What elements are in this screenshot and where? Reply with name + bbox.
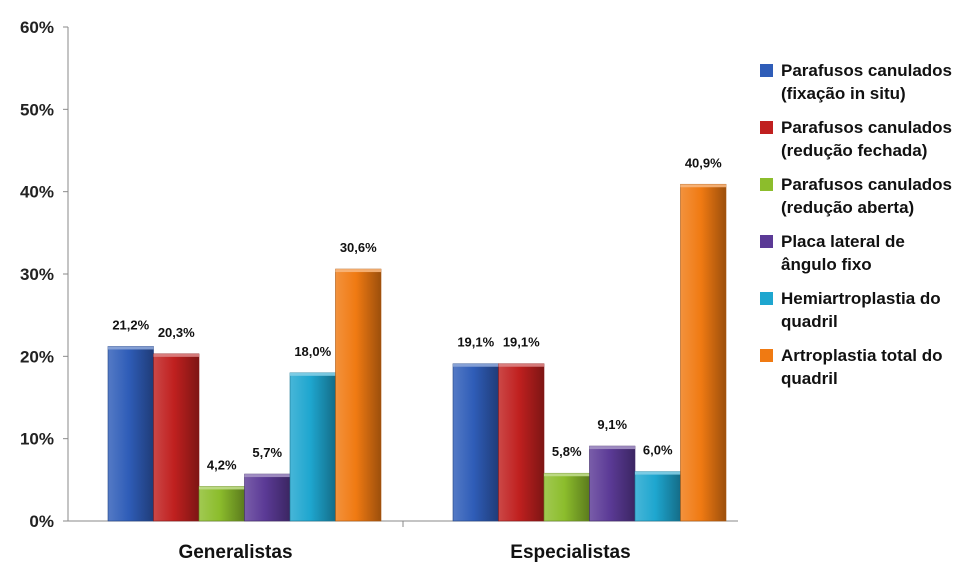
legend-swatch [760,235,773,248]
legend-swatch [760,121,773,134]
legend-label: quadril [781,369,838,388]
legend-swatch [760,64,773,77]
bar-cap [635,471,681,475]
data-label: 40,9% [685,155,722,170]
bar [244,473,291,522]
legend-label: Placa lateral de [781,232,905,251]
bar [680,183,727,522]
y-tick-label: 0% [29,512,54,531]
bar-cap [199,486,245,490]
data-label: 4,2% [207,457,237,472]
y-tick-label: 50% [20,100,54,119]
y-tick-label: 60% [20,18,54,37]
bar [107,346,154,522]
bar-cap [589,446,635,450]
bar-cap [544,473,590,477]
bar-cap [290,372,336,376]
data-label: 21,2% [112,317,149,332]
x-category-label: Especialistas [510,542,630,563]
data-label: 30,6% [340,240,377,255]
axes: 0% 10% 20% 30% 40% 50% 60% Generalistas Especial… [20,18,738,563]
bar [452,363,499,522]
bar [153,353,200,522]
bar [589,445,636,522]
legend-label: Hemiartroplastia do [781,289,941,308]
bars-group: 21,2% 20,3% 4,2% 5,7% 18,0% 30,6% 19,1% 19,1% 5,… [107,155,727,522]
data-label: 18,0% [294,344,331,359]
y-tick-label: 10% [20,430,54,449]
bar [498,363,545,522]
bar [198,486,245,522]
data-label: 20,3% [158,325,195,340]
data-label: 6,0% [643,443,673,458]
bar-cap [108,346,154,350]
legend-label: quadril [781,312,838,331]
data-label: 19,1% [457,335,494,350]
y-tick-label: 30% [20,265,54,284]
legend-label: Parafusos canulados [781,61,952,80]
bar [543,472,590,522]
legend-label: Artroplastia total do [781,346,943,365]
bar-cap [498,363,544,367]
x-category-label: Generalistas [178,542,292,563]
legend-swatch [760,178,773,191]
legend-label: (redução aberta) [781,198,914,217]
bar-cap [680,184,726,188]
legend-label: Parafusos canulados [781,118,952,137]
bar [335,268,382,522]
data-label: 9,1% [597,417,627,432]
bar-cap [153,353,199,357]
legend-label: Parafusos canulados [781,175,952,194]
bar-cap [335,269,381,273]
y-tick-label: 40% [20,183,54,202]
y-tick-label: 20% [20,347,54,366]
legend-label: ângulo fixo [781,255,872,274]
legend-swatch [760,292,773,305]
bar-cap [453,363,499,367]
data-label: 5,8% [552,444,582,459]
legend: Parafusos canulados (fixação in situ) Para… [760,61,952,388]
data-label: 5,7% [252,445,282,460]
legend-swatch [760,349,773,362]
bar [634,471,681,522]
bar-cap [244,474,290,478]
bar [289,372,336,522]
legend-label: (fixação in situ) [781,84,906,103]
legend-label: (redução fechada) [781,141,927,160]
data-label: 19,1% [503,335,540,350]
